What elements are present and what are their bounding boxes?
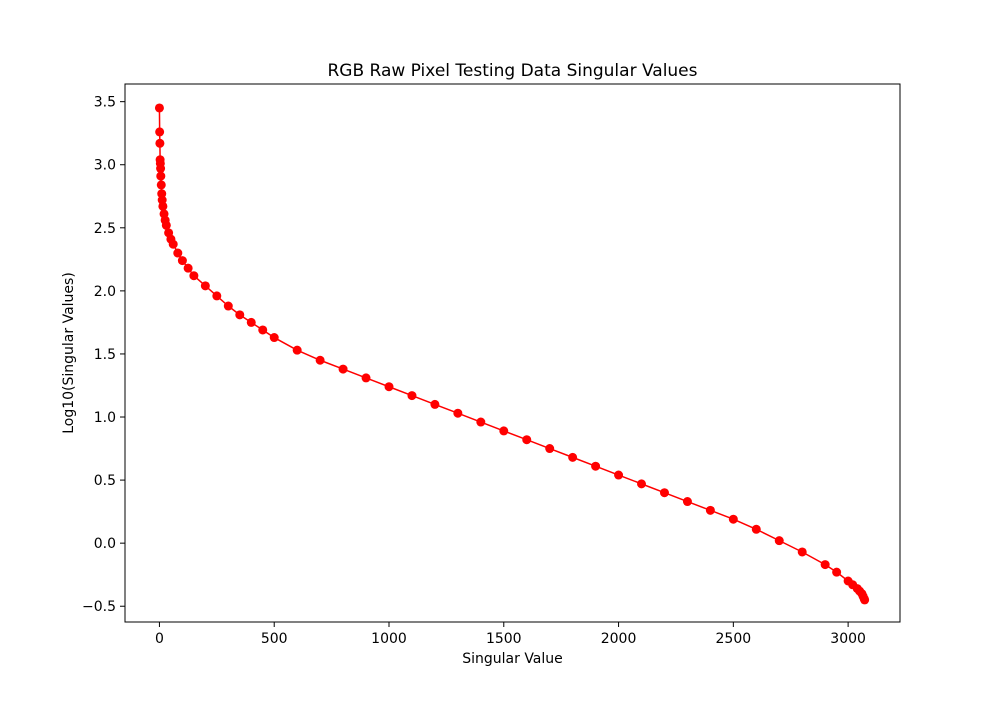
y-tick-label: 0.0	[94, 536, 116, 552]
data-point	[156, 180, 166, 190]
data-point	[235, 310, 245, 320]
x-tick-label: 500	[261, 631, 288, 647]
data-point	[591, 461, 601, 471]
data-point	[212, 291, 222, 301]
data-point	[161, 220, 171, 230]
x-tick-label: 1000	[371, 631, 407, 647]
data-point	[155, 127, 165, 137]
data-point	[246, 317, 256, 327]
y-tick-label: 3.0	[94, 158, 116, 174]
data-point	[269, 333, 279, 343]
y-tick-label: 1.0	[94, 410, 116, 426]
data-point	[223, 301, 233, 311]
data-point	[832, 567, 842, 577]
y-axis: −0.5 0.0 0.5 1.0 1.5 2.0 2.5 3.0 3.5	[82, 95, 125, 615]
y-tick-label: 1.5	[94, 347, 116, 363]
data-point	[522, 435, 532, 445]
y-tick-label: 2.0	[94, 284, 116, 300]
data-point	[156, 171, 166, 181]
data-point	[158, 201, 168, 211]
y-tick-label: 3.5	[94, 95, 116, 111]
y-axis-label: Log10(Singular Values)	[61, 272, 77, 434]
x-axis: 0 500 1000 1500 2000 2500 3000	[155, 622, 866, 647]
data-point	[361, 373, 371, 383]
x-tick-label: 3000	[830, 631, 866, 647]
x-tick-label: 2000	[601, 631, 637, 647]
data-point	[476, 417, 486, 427]
x-tick-label: 1500	[486, 631, 522, 647]
data-point	[183, 263, 193, 273]
y-tick-label: 2.5	[94, 221, 116, 237]
data-point	[637, 479, 647, 489]
data-point	[568, 452, 578, 462]
data-point	[156, 164, 166, 174]
plot-frame	[124, 83, 901, 623]
data-point	[384, 382, 394, 392]
data-point	[154, 103, 164, 113]
data-point	[860, 595, 870, 605]
data-point	[168, 239, 178, 249]
data-point	[728, 514, 738, 524]
x-tick-label: 2500	[716, 631, 752, 647]
data-point	[173, 248, 183, 258]
data-point	[315, 355, 325, 365]
data-point	[292, 345, 302, 355]
data-point	[705, 505, 715, 515]
data-point	[407, 391, 417, 401]
data-point	[751, 524, 761, 534]
data-point	[797, 547, 807, 557]
data-point	[820, 560, 830, 570]
plot-background	[125, 84, 900, 622]
data-point	[258, 325, 268, 335]
data-point	[177, 256, 187, 266]
data-point	[774, 536, 784, 546]
data-point	[453, 408, 463, 418]
data-point	[659, 488, 669, 498]
x-axis-label: Singular Value	[462, 651, 563, 667]
y-tick-label: 0.5	[94, 473, 116, 489]
data-point	[155, 138, 165, 148]
data-point	[200, 281, 210, 291]
data-point	[499, 426, 509, 436]
data-point	[189, 271, 199, 281]
data-point	[338, 364, 348, 374]
data-point	[614, 470, 624, 480]
data-point	[682, 497, 692, 507]
data-point	[430, 399, 440, 409]
chart-title: RGB Raw Pixel Testing Data Singular Valu…	[327, 61, 697, 81]
x-tick-label: 0	[155, 631, 164, 647]
y-tick-label: −0.5	[82, 599, 116, 615]
data-point	[545, 444, 555, 454]
series-layer	[154, 103, 870, 605]
